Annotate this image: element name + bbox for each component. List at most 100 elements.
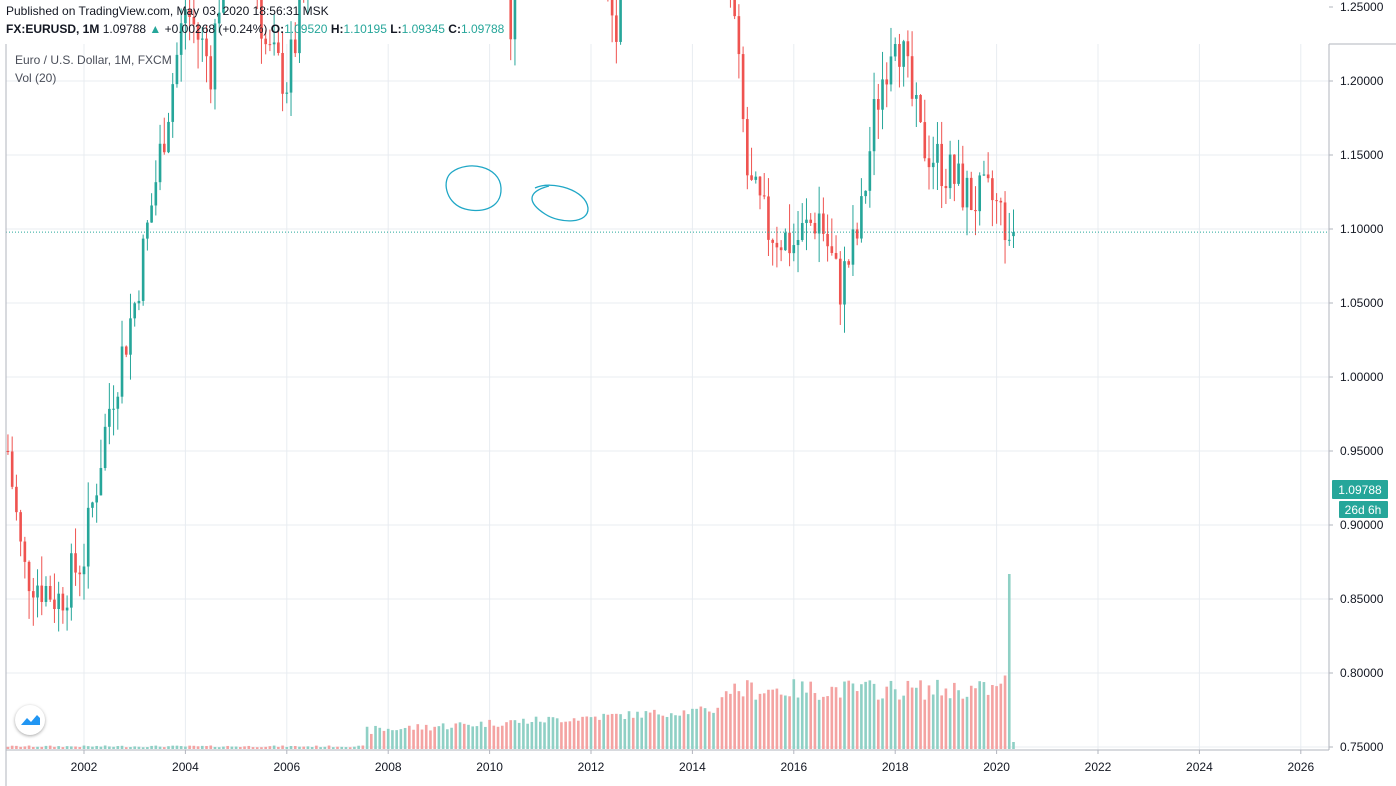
symbol-info-line: FX:EURUSD, 1M 1.09788 ▲ +0.00268 (+0.24%… [6,22,504,36]
annotation-circle-2009 [445,165,502,212]
volume-bar [91,746,94,749]
volume-bar [792,679,796,749]
open-label: O: [270,22,285,36]
volume-bar [264,746,267,749]
candle-body [919,95,922,123]
volume-bar [234,746,238,749]
candle-body [834,253,838,259]
candle-body [910,56,914,99]
candle-body [137,300,141,304]
volume-bar [129,746,132,749]
candle-body [822,213,825,234]
tradingview-logo-icon[interactable] [15,705,45,735]
volume-bar [615,713,618,749]
candle-body [982,174,986,176]
series-legend-title[interactable]: Euro / U.S. Dollar, 1M, FXCM [15,53,172,67]
volume-bar [729,693,732,749]
candle-body [800,223,804,241]
volume-bar [572,718,576,749]
volume-bar [800,681,804,749]
volume-bar [175,745,179,749]
candle-body [750,175,753,180]
candle-body [864,190,867,197]
high-value: 1.10195 [343,22,387,36]
candle-body [855,229,859,239]
volume-bar [619,714,622,749]
volume-bar [893,689,897,749]
volume-bar [898,699,901,749]
volume-bar [268,746,272,749]
volume-bar [961,698,965,749]
volume-bar [103,745,107,749]
volume-bar [196,746,200,749]
volume-bar [437,726,441,749]
last-value: 1.09788 [102,22,147,36]
candle-body [995,200,998,202]
change-value: +0.00268 (+0.24%) [164,22,268,36]
symbol-name[interactable]: FX:EURUSD, 1M [6,22,100,36]
open-value: 1.09520 [284,22,328,36]
candle-body [513,0,517,40]
volume-bar [737,691,741,749]
time-tick-label: 2026 [1287,760,1314,774]
candle-body [70,553,73,608]
candle-body [40,585,44,602]
candle-body [264,38,267,45]
time-tick-label: 2006 [273,760,300,774]
volume-bar [606,714,610,749]
volume-bar [243,746,246,749]
volume-bar [940,695,943,749]
volume-bar [648,712,652,749]
volume-bar [860,684,863,749]
candle-body [1012,232,1015,237]
volume-bar [910,687,914,749]
volume-bar [57,746,60,749]
volume-bar [991,685,994,749]
volume-bar [593,716,597,749]
volume-bar [517,722,521,749]
volume-bar [509,720,513,749]
volume-bar [843,681,846,749]
volume-bar [429,730,432,749]
candle-body [746,119,749,176]
candle-body [762,195,766,197]
volume-bar [408,725,411,749]
candle-body [108,408,111,427]
volume-bar [158,746,162,749]
volume-bar [492,725,496,749]
volume-bar [906,680,910,749]
volume-bar [661,715,665,749]
volume-bar [213,746,217,749]
volume-bar [982,682,986,749]
candle-body [851,229,855,265]
candle-body [813,222,817,234]
volume-bar [771,689,774,749]
candle-body [826,233,829,247]
candle-body [1007,239,1011,241]
volume-bar [78,747,82,749]
volume-bar [712,712,715,749]
volume-bar [995,686,998,749]
candle-body [906,41,910,57]
high-label: H: [330,22,344,36]
candle-body [779,247,783,251]
candle-body [158,143,162,183]
volume-legend[interactable]: Vol (20) [15,71,57,85]
volume-bar [543,722,546,749]
volume-bar [454,723,458,749]
candle-body [830,246,834,254]
volume-bar [289,746,293,749]
candle-body [200,38,204,40]
candle-body [260,0,263,39]
candle-body [957,163,960,184]
volume-bar [65,746,69,749]
volume-bar [302,746,306,749]
volume-bar [627,711,631,749]
volume-bar [53,746,56,749]
candle-body [902,41,905,67]
candle-body [277,42,280,53]
volume-bar [374,725,377,749]
candle-body [61,593,65,611]
volume-bar [847,680,851,749]
